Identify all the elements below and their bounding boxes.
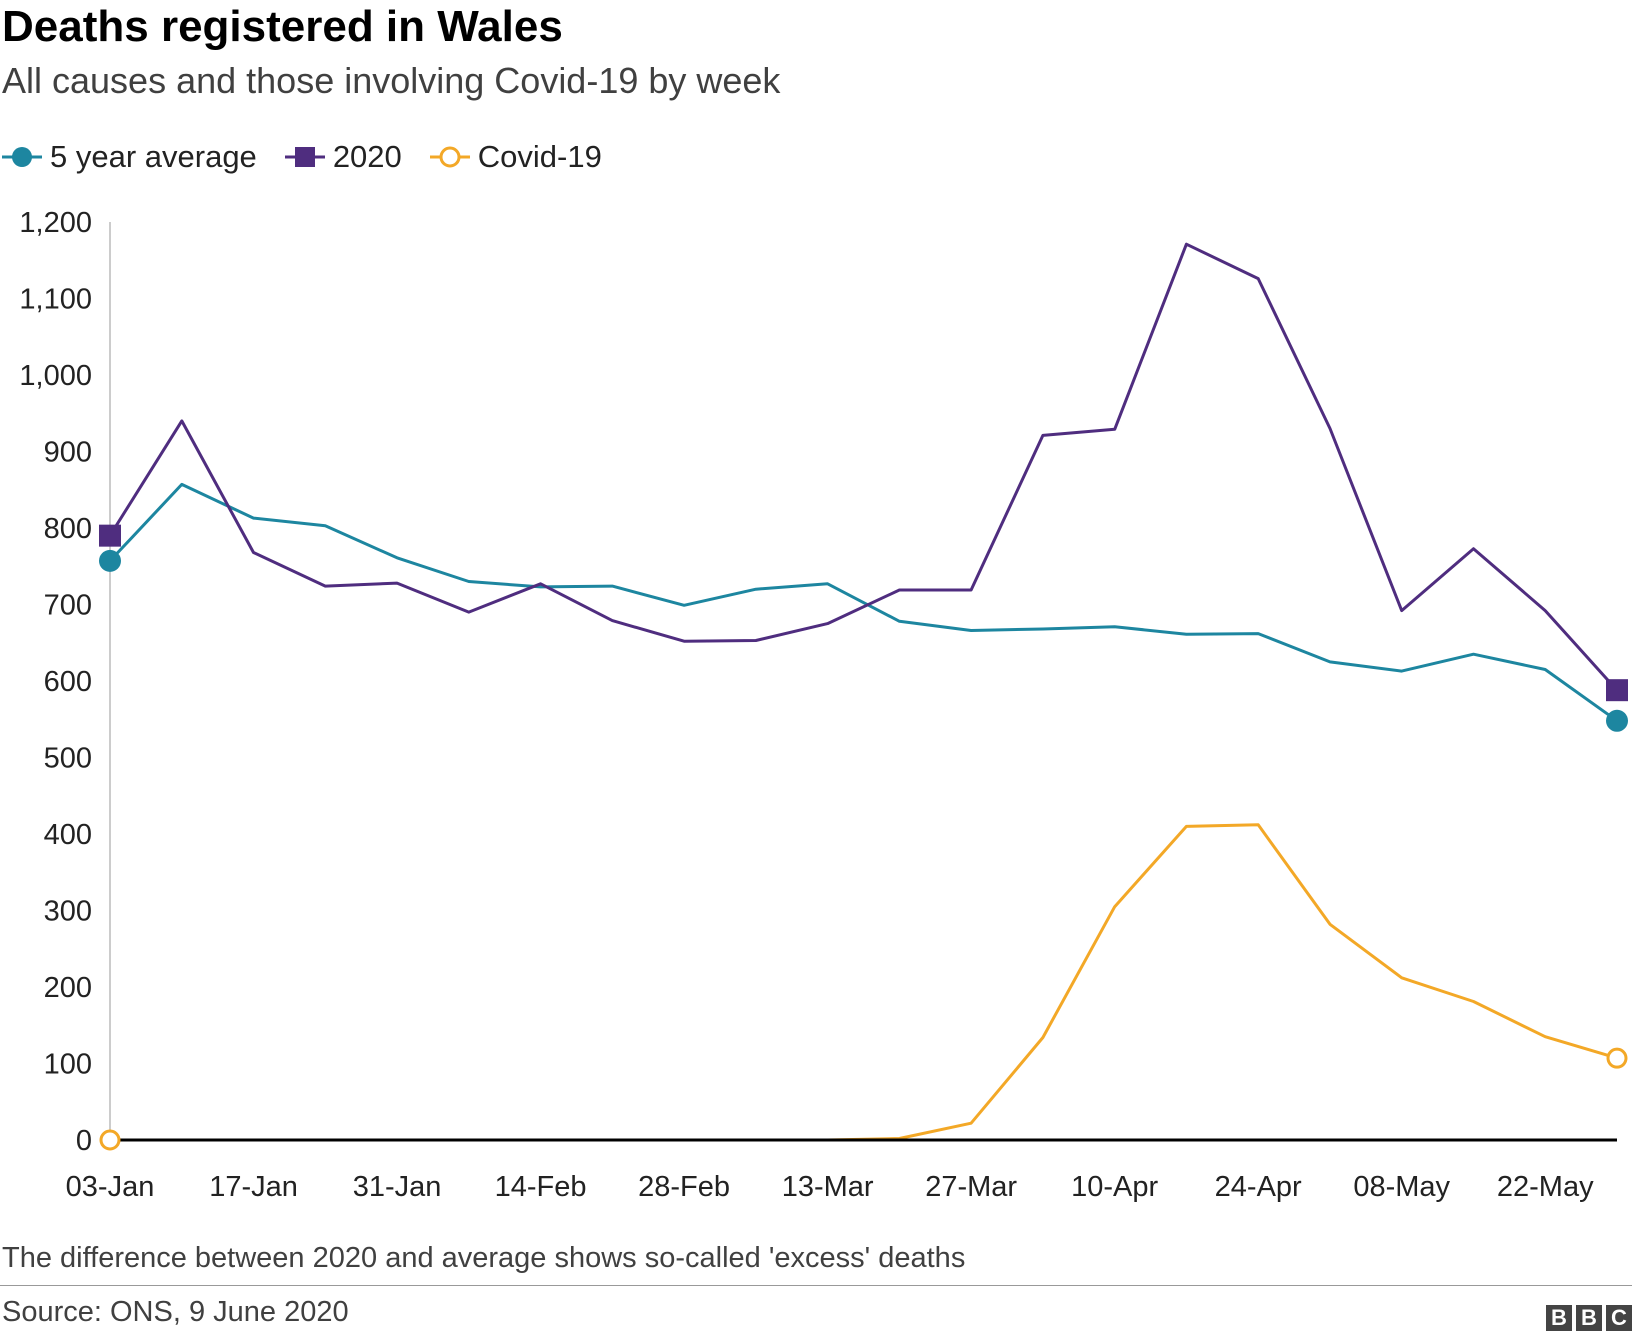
y-tick-label: 600	[44, 666, 92, 698]
bbc-logo-letter: B	[1546, 1305, 1572, 1331]
legend-item-2020: 2020	[284, 139, 402, 175]
series-marker-covid-19	[99, 1129, 121, 1151]
x-tick-label: 28-Feb	[638, 1171, 730, 1203]
chart-subtitle: All causes and those involving Covid-19 …	[2, 60, 781, 101]
series-marker-5-year-average	[99, 549, 121, 572]
y-tick-label: 700	[44, 590, 92, 622]
y-tick-label: 900	[44, 437, 92, 469]
bbc-logo-letter: B	[1576, 1305, 1602, 1331]
y-tick-label: 1,200	[19, 207, 92, 239]
x-tick-label: 31-Jan	[353, 1171, 442, 1203]
x-tick-label: 17-Jan	[209, 1171, 298, 1203]
series-line-2020	[108, 242, 1619, 692]
legend-label-covid-19: Covid-19	[477, 139, 602, 174]
series-line-5-year-average	[108, 482, 1618, 723]
footer-divider	[0, 1285, 1632, 1286]
legend-marker-2020	[284, 147, 325, 167]
x-tick-label: 08-May	[1353, 1171, 1450, 1203]
y-tick-label: 300	[44, 896, 92, 928]
series-line-covid-19	[110, 823, 1618, 1142]
legend-marker-5-year-average	[2, 147, 42, 167]
series-marker-5-year-average	[1606, 709, 1628, 732]
y-tick-label: 400	[44, 819, 92, 851]
x-tick-label: 22-May	[1497, 1171, 1594, 1203]
y-tick-label: 100	[44, 1049, 92, 1081]
y-tick-label: 1,100	[19, 284, 92, 316]
bbc-logo: B B C	[1542, 1305, 1632, 1331]
y-tick-label: 500	[44, 743, 92, 775]
y-tick-label: 1,000	[19, 360, 92, 392]
series-marker-2020	[99, 524, 121, 547]
legend-item-covid-19: Covid-19	[429, 139, 602, 175]
x-tick-label: 13-Mar	[782, 1171, 874, 1203]
x-tick-label: 24-Apr	[1215, 1171, 1302, 1203]
chart-note: The difference between 2020 and average …	[2, 1242, 966, 1274]
x-tick-label: 10-Apr	[1071, 1171, 1158, 1203]
legend-marker-covid-19	[429, 146, 470, 168]
y-tick-label: 0	[76, 1125, 92, 1157]
legend: 5 year average 2020 Covid-19	[2, 132, 630, 182]
source-text: Source: ONS, 9 June 2020	[2, 1296, 349, 1328]
legend-label-5-year-average: 5 year average	[50, 139, 257, 174]
x-tick-label: 03-Jan	[66, 1171, 155, 1203]
x-tick-label: 14-Feb	[495, 1171, 587, 1203]
chart-title: Deaths registered in Wales	[2, 2, 563, 51]
x-tick-label: 27-Mar	[925, 1171, 1017, 1203]
series-marker-covid-19	[1606, 1047, 1628, 1069]
legend-label-2020: 2020	[332, 139, 402, 174]
series-marker-2020	[1606, 679, 1628, 702]
y-tick-label: 200	[44, 972, 92, 1004]
legend-item-5-year-average: 5 year average	[2, 139, 257, 175]
line-chart: 0 100 200 300 400 500 600 700 800 900 1,000 1,100 1,…	[19, 207, 1628, 1203]
bbc-logo-letter: C	[1606, 1305, 1632, 1331]
y-tick-label: 800	[44, 513, 92, 545]
